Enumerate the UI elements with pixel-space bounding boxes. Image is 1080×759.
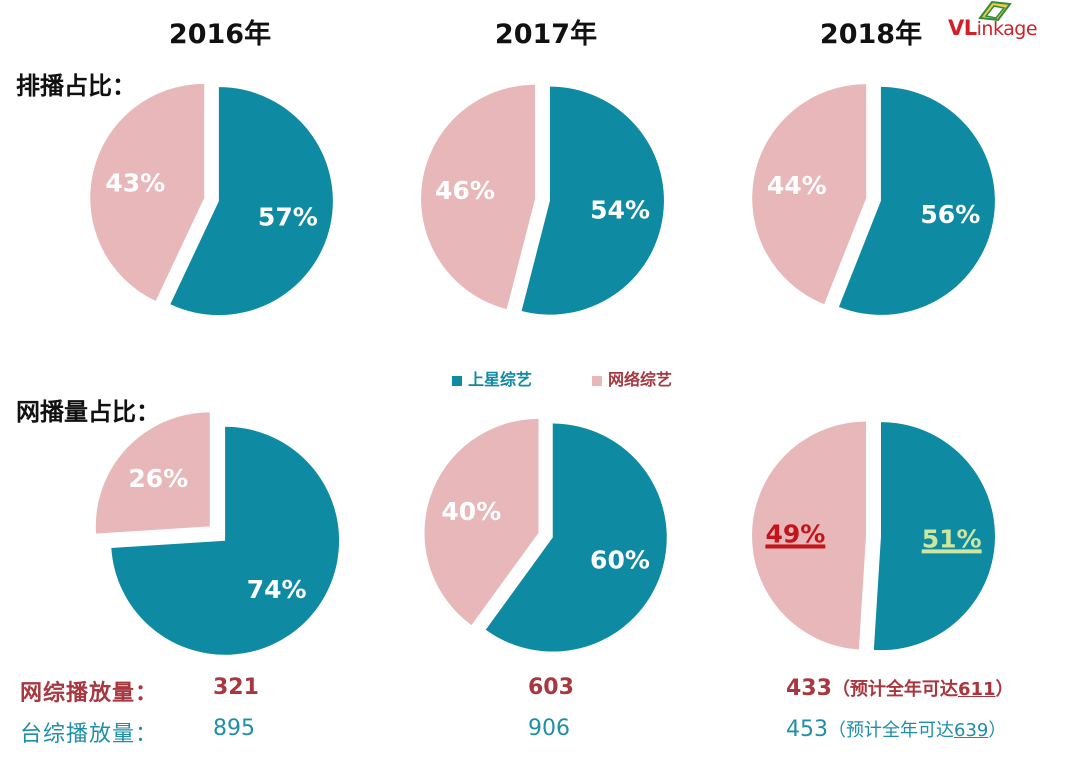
online-note-value: 611 [957,679,996,700]
tv-note-prefix: （预计全年可达 [828,720,954,741]
pie-label-satellite-broadcast-2018: 56% [920,200,980,229]
pie-slice-satellite-views-2018 [873,422,995,651]
row-label-broadcast: 排播占比： [16,72,136,100]
online-views-2018-value: 433 [786,676,832,701]
tv-views-2017: 906 [528,716,570,741]
online-note-suffix: ） [995,679,1014,700]
pie-slice-satellite-broadcast-2017 [521,86,664,315]
pie-label-online-broadcast-2018: 44% [767,171,827,200]
pie-slice-online-broadcast-2016 [90,83,205,301]
legend-swatch-satellite [452,375,462,386]
pie-slice-online-views-2016 [95,412,210,534]
year-2016: 2016年 [168,19,272,50]
pie-label-online-views-2016: 26% [128,464,188,493]
pie-slice-online-views-2018 [752,421,867,650]
logo-text: VLinkage [948,16,1038,40]
pie-label-satellite-views-2016: 74% [247,575,307,604]
pie-slice-satellite-views-2016 [111,426,340,655]
online-note-prefix: （预计全年可达 [831,679,958,700]
tv-note-suffix: ） [988,720,1007,741]
pie-label-online-views-2017: 40% [441,497,501,526]
year-2018: 2018年 [819,19,923,50]
pie-slice-online-views-2017 [424,418,539,626]
legend-swatch-online [592,375,602,386]
logo-mark-icon [978,0,1012,22]
legend-online: 网络综艺 [592,366,672,390]
pie-slice-online-broadcast-2018 [752,84,867,305]
tv-views-2016: 895 [213,716,255,741]
online-views-2016: 321 [213,675,259,700]
pie-label-satellite-views-2017: 60% [590,545,650,574]
year-2017: 2017年 [494,19,598,50]
pie-label-satellite-broadcast-2017: 54% [590,195,650,224]
pie-slice-satellite-broadcast-2016 [170,87,333,316]
legend-label-satellite: 上星综艺 [468,370,533,389]
tv-note-value: 639 [954,720,989,741]
pie-label-satellite-broadcast-2016: 57% [258,203,318,232]
pie-label-satellite-views-2018: 51% [922,524,982,553]
tv-views-label: 台综播放量： [20,722,159,747]
legend-satellite: 上星综艺 [452,366,532,390]
pie-slice-online-broadcast-2017 [421,84,536,310]
online-views-label: 网综播放量： [20,681,159,706]
tv-views-2018-value: 453 [786,717,828,742]
row-label-views: 网播量占比： [16,398,160,426]
online-views-2018: 433（预计全年可达611） [786,675,1014,701]
pie-slice-satellite-views-2017 [485,423,667,652]
legend-label-online: 网络综艺 [608,370,673,389]
online-views-2017: 603 [528,675,574,700]
vlinkage-logo: VLinkage [948,0,1072,52]
pie-label-online-broadcast-2017: 46% [435,176,495,205]
pie-label-online-views-2018: 49% [765,519,825,548]
pie-label-online-broadcast-2016: 43% [105,168,165,197]
pie-slice-satellite-broadcast-2018 [838,86,995,315]
tv-views-2018: 453（预计全年可达639） [786,716,1006,742]
